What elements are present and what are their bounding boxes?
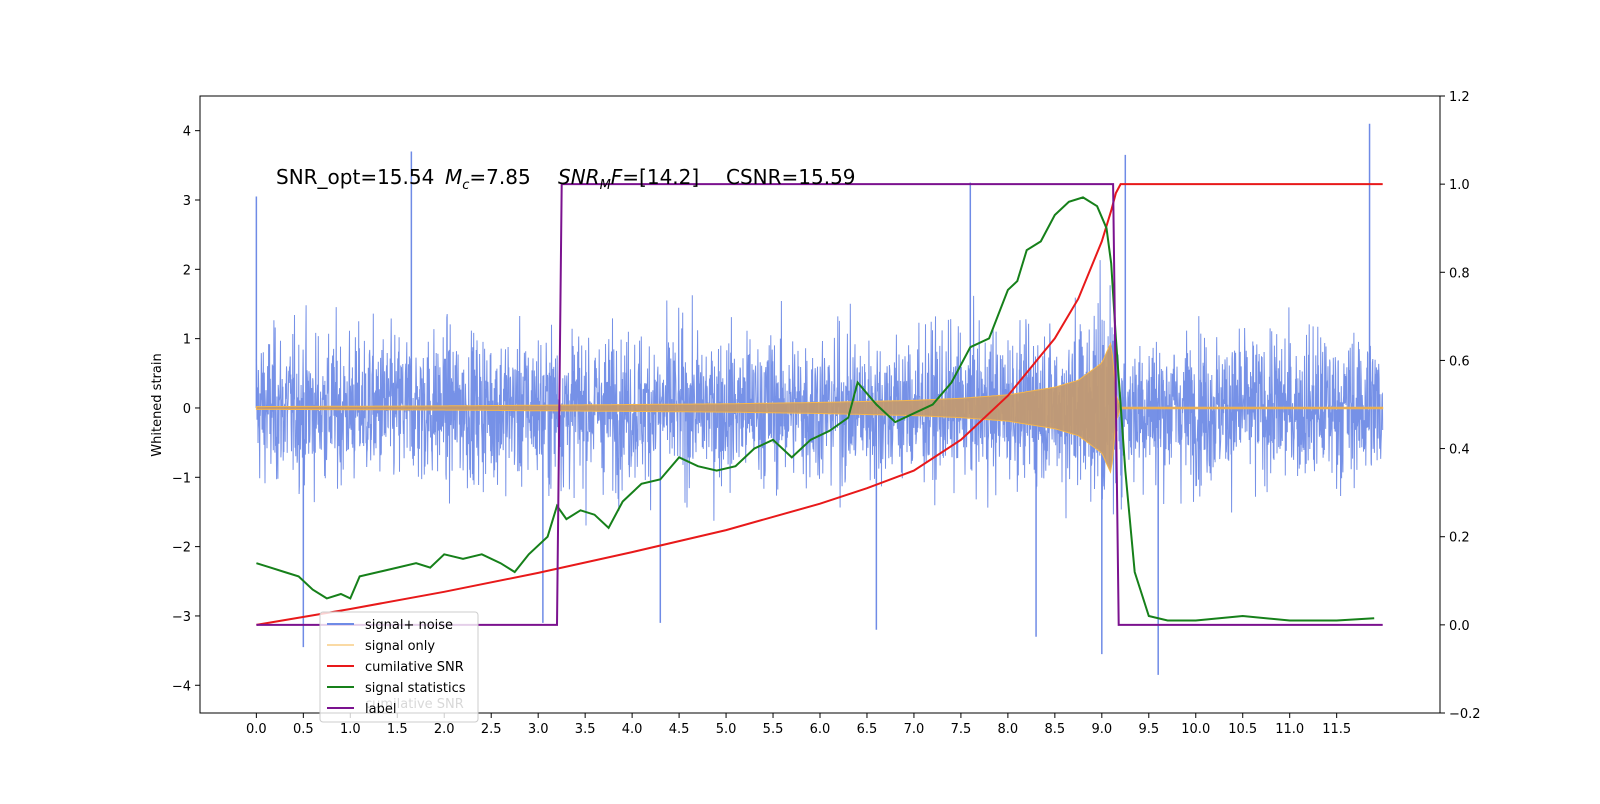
y2-tick-label: 0.0	[1449, 619, 1470, 634]
legend-ghost-text: cumilative SNR	[365, 697, 464, 712]
x-tick-label: 3.5	[575, 722, 596, 737]
annotation-mc: Mc=7.85	[445, 165, 531, 193]
x-tick-label: 4.5	[669, 722, 690, 737]
y-tick-label: −1	[172, 471, 191, 486]
annotation-snr-mf-sub: M	[600, 178, 611, 193]
x-tick-label: 2.0	[434, 722, 455, 737]
y2-tick-label: −0.2	[1449, 707, 1481, 722]
annotation-mc-symbol: M	[445, 165, 462, 189]
y2-tick-label: 0.2	[1449, 531, 1470, 546]
series-signal-statistics-line	[256, 196, 1375, 622]
y2-tick-label: 1.0	[1449, 178, 1470, 193]
legend-label: cumilative SNR	[365, 660, 464, 675]
annotation-snr-mf: SNRMF=[14.2]	[558, 165, 699, 193]
y-tick-label: 4	[183, 125, 191, 140]
legend-label: signal+ noise	[365, 618, 453, 633]
x-tick-label: 11.5	[1322, 722, 1351, 737]
x-tick-label: 7.0	[904, 722, 925, 737]
x-tick-label: 9.0	[1091, 722, 1112, 737]
y-tick-label: −2	[172, 541, 191, 556]
x-tick-label: 1.5	[387, 722, 408, 737]
legend-box	[319, 611, 479, 723]
y2-tick-label: 0.4	[1449, 443, 1470, 458]
x-tick-label: 1.0	[340, 722, 361, 737]
annotation-snr-mf-tail: F	[611, 165, 623, 189]
x-tick-label: 10.0	[1181, 722, 1210, 737]
series-signal-noise-line	[255, 260, 1384, 526]
annotation-snr-mf-symbol: SNR	[558, 165, 600, 189]
x-tick-label: 6.5	[857, 722, 878, 737]
legend-label: signal statistics	[365, 681, 466, 696]
x-tick-label: 3.0	[528, 722, 549, 737]
x-tick-label: 8.0	[998, 722, 1019, 737]
y-tick-label: 0	[183, 402, 191, 417]
annotation-snr-opt: SNR_opt=15.54	[276, 165, 434, 189]
y2-tick-label: 1.2	[1449, 90, 1470, 105]
x-tick-label: 11.0	[1275, 722, 1304, 737]
x-tick-label: 7.5	[951, 722, 972, 737]
x-tick-label: 10.5	[1228, 722, 1257, 737]
y-tick-label: 3	[183, 194, 191, 209]
y-tick-label: 1	[183, 333, 191, 348]
x-tick-label: 6.0	[810, 722, 831, 737]
y-tick-label: 2	[183, 263, 191, 278]
y-tick-label: −4	[172, 679, 191, 694]
y-axis-label: Whitened strain	[150, 353, 165, 456]
legend: cumilative SNR signal+ noise signal only cu…	[319, 611, 479, 723]
annotation-csnr: CSNR=15.59	[726, 165, 856, 189]
legend-label: label	[365, 702, 396, 717]
y2-tick-label: 0.8	[1449, 266, 1470, 281]
x-tick-label: 2.5	[481, 722, 502, 737]
y2-tick-label: 0.6	[1449, 354, 1470, 369]
annotation-mc-sub: c	[462, 178, 469, 193]
series-cumulative-snr-line	[256, 183, 1383, 626]
x-tick-label: 0.0	[246, 722, 267, 737]
x-tick-label: 0.5	[293, 722, 314, 737]
series-signal-only-area	[255, 342, 1384, 474]
annotation-mc-value: =7.85	[469, 165, 530, 189]
legend-label: signal only	[365, 639, 435, 654]
x-tick-label: 8.5	[1045, 722, 1066, 737]
annotation-snr-mf-value: =[14.2]	[622, 165, 699, 189]
x-tick-label: 5.5	[763, 722, 784, 737]
x-tick-label: 5.0	[716, 722, 737, 737]
y-tick-label: −3	[172, 610, 191, 625]
series-label-line	[256, 183, 1383, 626]
x-tick-label: 9.5	[1138, 722, 1159, 737]
x-tick-label: 4.0	[622, 722, 643, 737]
